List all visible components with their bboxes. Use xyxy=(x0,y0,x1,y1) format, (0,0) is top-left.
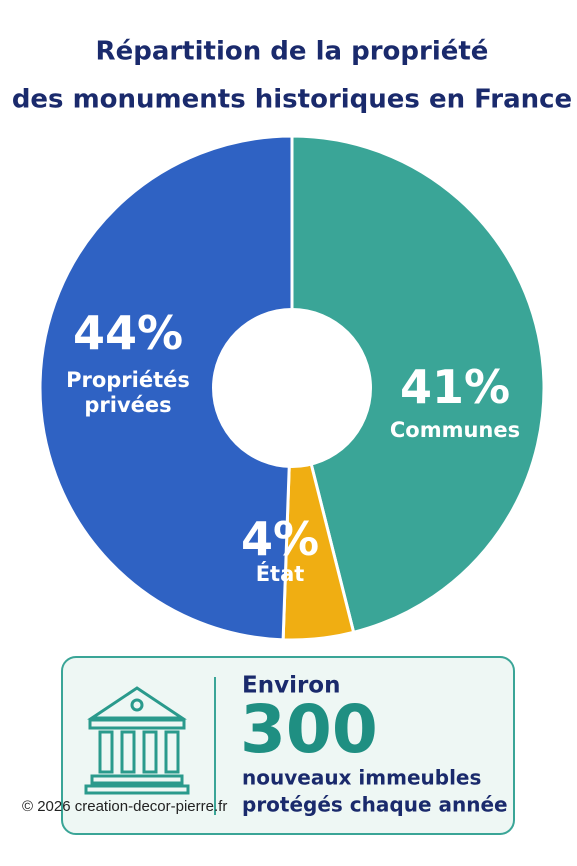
value-label: 4% xyxy=(240,512,320,566)
info-text: protégés chaque année xyxy=(242,793,508,817)
footer: © 2026 creation-decor-pierre.fr xyxy=(22,798,228,815)
value-label: 44% xyxy=(72,306,184,360)
info-text: nouveaux immeubles xyxy=(242,766,481,790)
value-label: 41% xyxy=(399,360,511,414)
category-label: État xyxy=(255,562,305,586)
info-box xyxy=(61,656,515,835)
pie-slice xyxy=(290,134,546,635)
title-line: Répartition de la propriété xyxy=(96,37,489,67)
category-label: Communes xyxy=(389,418,521,442)
pie-slice xyxy=(38,134,294,642)
category-label: Propriétés privées xyxy=(66,368,190,418)
donut-hole xyxy=(212,308,372,468)
building-icon xyxy=(84,686,190,795)
info-lead: Environ xyxy=(242,673,340,699)
pie xyxy=(38,134,546,642)
info-number: 300 xyxy=(240,691,378,768)
title-line: des monuments historiques en France xyxy=(12,85,572,115)
